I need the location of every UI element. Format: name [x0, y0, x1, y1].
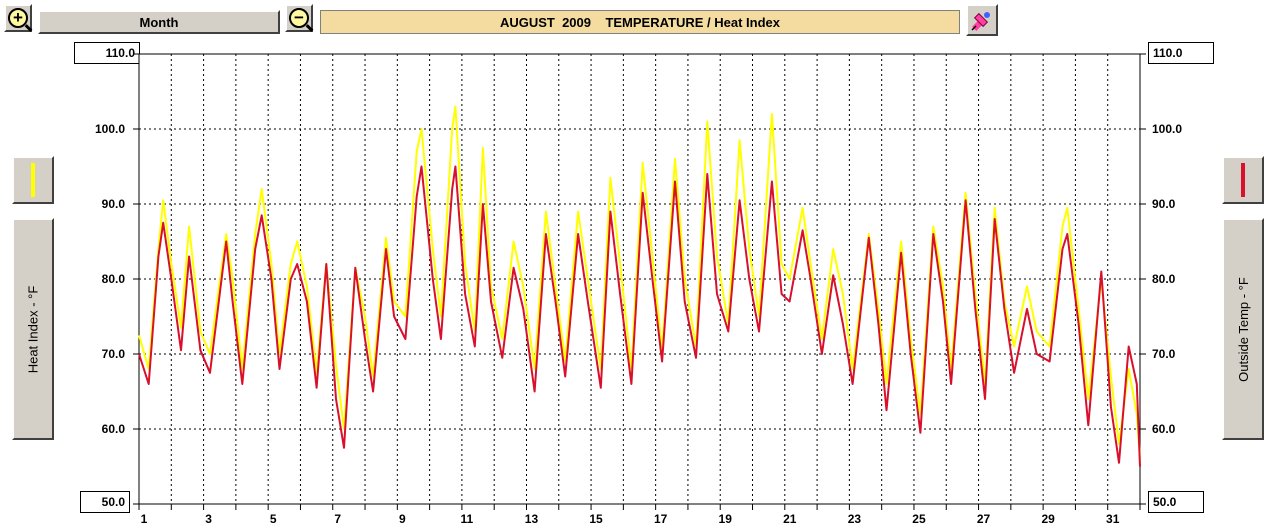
zoom-in-icon: +	[8, 8, 33, 32]
y-tick-label-right: 70.0	[1152, 347, 1176, 361]
outside-temp-swatch	[1241, 163, 1245, 197]
x-tick-label: 7	[334, 512, 341, 526]
y-tick-label-left: 70.0	[102, 347, 126, 361]
x-tick-label: 13	[525, 512, 539, 526]
x-tick-label: 9	[399, 512, 406, 526]
x-tick-label: 25	[912, 512, 926, 526]
x-tick-label: 29	[1041, 512, 1055, 526]
zoom-in-button[interactable]: +	[4, 4, 33, 32]
x-tick-label: 5	[270, 512, 277, 526]
outside-temp-axis-label: Outside Temp - °F	[1222, 218, 1264, 440]
pen-icon	[971, 12, 990, 31]
y-tick-label-left: 100.0	[95, 122, 125, 136]
left-axis-max-label: 110.0	[74, 42, 140, 64]
y-tick-label-left: 60.0	[102, 422, 126, 436]
pen-button[interactable]	[966, 4, 998, 36]
zoom-out-icon: −	[289, 8, 314, 32]
x-tick-label: 17	[654, 512, 668, 526]
heat-index-swatch	[31, 163, 35, 197]
outside-temp-line	[138, 165, 1141, 467]
x-tick-label: 3	[205, 512, 212, 526]
right-axis-min-label: 50.0	[1148, 491, 1204, 513]
x-tick-label: 21	[783, 512, 797, 526]
heat-index-line	[138, 105, 1141, 460]
y-tick-label-right: 100.0	[1152, 122, 1182, 136]
heat-index-axis-label: Heat Index - °F	[12, 218, 54, 440]
y-tick-label-left: 90.0	[102, 197, 126, 211]
y-tick-label-left: 80.0	[102, 272, 126, 286]
x-tick-label: 19	[719, 512, 733, 526]
y-tick-label-right: 90.0	[1152, 197, 1176, 211]
y-tick-label-right: 60.0	[1152, 422, 1176, 436]
zoom-out-button[interactable]: −	[285, 4, 314, 32]
left-axis-min-label: 50.0	[80, 491, 130, 513]
y-tick-label-right: 80.0	[1152, 272, 1176, 286]
x-tick-label: 23	[848, 512, 862, 526]
right-axis-max-label: 110.0	[1148, 42, 1214, 64]
period-selector-button[interactable]: Month	[38, 10, 280, 34]
period-label: Month	[139, 14, 179, 30]
x-tick-label: 31	[1106, 512, 1120, 526]
outside-temp-legend-button[interactable]	[1222, 156, 1264, 204]
heat-index-legend-button[interactable]	[12, 156, 54, 204]
x-tick-label: 27	[977, 512, 991, 526]
x-tick-label: 15	[589, 512, 603, 526]
x-tick-label: 11	[461, 512, 474, 526]
chart-title: AUGUST 2009 TEMPERATURE / Heat Index	[320, 10, 960, 34]
x-tick-label: 1	[141, 512, 148, 526]
